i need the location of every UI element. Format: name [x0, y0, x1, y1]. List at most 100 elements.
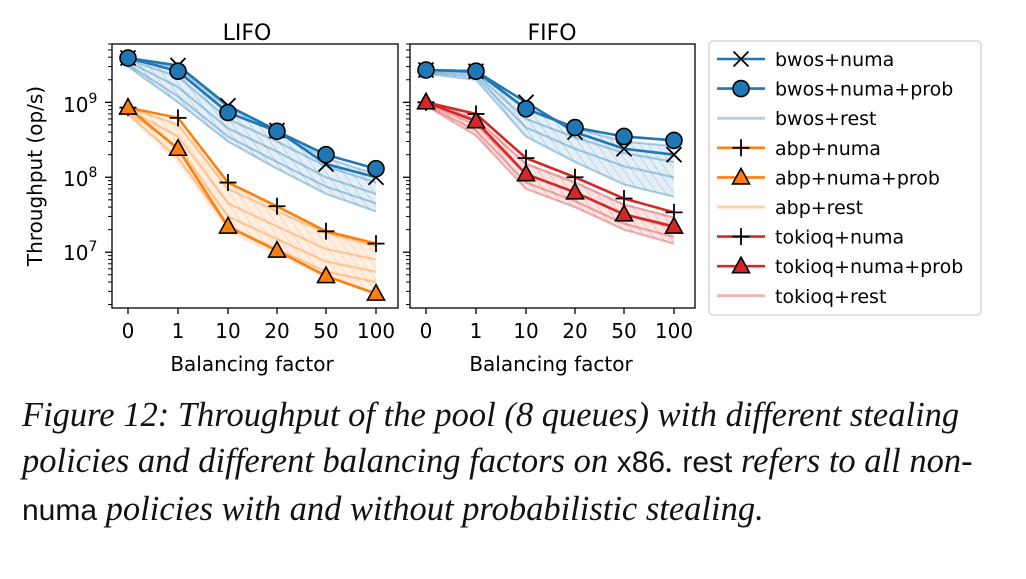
abp-numa-point — [317, 222, 335, 240]
bwos-numa-point — [665, 146, 683, 163]
y-tick-label: 108 — [63, 165, 97, 191]
x-tick-label: 50 — [611, 319, 636, 343]
panel-title-lifo: LIFO — [223, 21, 272, 46]
legend-label: abp+numa+prob — [775, 167, 940, 189]
tokioq-numa-prob-line — [425, 101, 675, 228]
x-tick-label: 50 — [313, 319, 338, 343]
x-axis-label-fifo: Balancing factor — [469, 352, 633, 376]
tokioq-numa-prob-point — [466, 110, 486, 129]
tokioq-rest-line — [425, 101, 675, 219]
bwos-numa-prob-point — [219, 103, 237, 122]
bwos-rest-line — [127, 65, 377, 213]
x-tick-label: 100 — [655, 319, 693, 343]
tokioq-numa-line — [425, 101, 675, 214]
abp-numa-line — [127, 106, 377, 245]
x-tick-label: 10 — [215, 319, 240, 343]
x-tick-label: 100 — [357, 319, 395, 343]
plot-area-fifo: 0 1 10 20 50 100 — [403, 43, 696, 343]
bwos-rest-line — [425, 71, 675, 179]
legend-item: abp+numa — [717, 138, 881, 160]
axes-frame — [111, 43, 399, 309]
legend-marker — [732, 50, 750, 68]
bwos-numa-prob-point — [119, 49, 137, 67]
abp-numa-point — [268, 197, 286, 215]
tokioq-numa-prob-point — [416, 91, 436, 110]
abp-numa-prob-point — [267, 239, 287, 258]
legend-marker — [732, 228, 750, 246]
legend-label: tokioq+rest — [775, 286, 886, 308]
bwos-numa-prob-point — [517, 99, 535, 118]
axes-frame — [409, 43, 696, 309]
figure-caption: Figure 12: Throughput of the pool (8 que… — [22, 396, 973, 528]
abp-rest-line — [127, 106, 377, 248]
legend-marker — [731, 255, 751, 274]
abp-numa-prob-point — [218, 215, 238, 234]
legend-label: bwos+rest — [775, 108, 876, 130]
figure-canvas: LIFO FIFO Throughput (op/s) Balancing fa… — [23, 21, 982, 376]
abp-numa-prob-point — [168, 138, 188, 157]
bwos-numa-prob-point — [317, 145, 335, 164]
abp-numa-prob-point — [118, 96, 138, 115]
bwos-rest-line — [127, 63, 377, 205]
legend-item: tokioq+rest — [717, 286, 886, 308]
legend-label: abp+rest — [775, 197, 863, 219]
tokioq-numa-prob-point — [565, 181, 585, 200]
x-tick-label: 10 — [513, 319, 538, 343]
svg-text:107: 107 — [63, 239, 97, 265]
x-tick-label: 1 — [470, 319, 483, 343]
svg-text:109: 109 — [63, 91, 97, 117]
bwos-numa-prob-point — [665, 131, 683, 150]
x-axis-label-lifo: Balancing factor — [170, 352, 334, 376]
bwos-numa-prob-point — [169, 62, 187, 81]
panel-title-fifo: FIFO — [527, 21, 576, 46]
tokioq-numa-prob-point — [664, 215, 684, 234]
bwos-numa-prob-point — [566, 118, 584, 137]
x-tick-label: 1 — [172, 319, 185, 343]
bwos-rest-line — [425, 72, 675, 198]
legend-item: abp+numa+prob — [717, 166, 940, 189]
legend-item: tokioq+numa+prob — [717, 255, 963, 278]
abp-numa-prob-point — [316, 265, 336, 284]
bwos-numa-prob-point — [367, 159, 385, 178]
legend-marker — [731, 166, 751, 185]
bwos-rest-hatch — [426, 69, 674, 197]
bwos-numa-point — [615, 140, 633, 157]
legend-label: bwos+numa+prob — [775, 79, 953, 101]
tokioq-rest-line — [425, 104, 675, 245]
legend-marker — [732, 139, 750, 157]
x-tick-label: 20 — [562, 319, 587, 343]
tokioq-numa-prob-point — [614, 203, 634, 222]
x-tick-label: 0 — [420, 319, 433, 343]
legend-frame — [708, 40, 982, 316]
bwos-numa-line — [127, 56, 377, 179]
abp-numa-prob-line — [127, 106, 377, 295]
legend-item: bwos+rest — [717, 108, 876, 130]
x-tick-label: 20 — [264, 319, 289, 343]
abp-numa-point — [367, 235, 385, 253]
bwos-rest-hatch — [128, 58, 376, 212]
y-tick-label: 109 — [63, 91, 97, 117]
abp-numa-point — [219, 174, 237, 192]
abp-rest-hatch — [128, 107, 376, 292]
bwos-numa-prob-point — [417, 61, 435, 79]
legend-label: bwos+numa — [775, 49, 894, 71]
y-axis-label: Throughput (op/s) — [23, 86, 47, 267]
legend-label: tokioq+numa — [775, 227, 904, 249]
legend-item: bwos+numa — [717, 49, 894, 71]
legend-item: bwos+numa+prob — [717, 79, 953, 101]
legend-item: tokioq+numa — [717, 227, 904, 249]
legend: bwos+numa bwos+numa+prob bwos+rest abp+numa… — [708, 40, 982, 316]
abp-numa-point — [169, 109, 187, 127]
tokioq-numa-prob-point — [516, 163, 536, 182]
bwos-numa-prob-point — [615, 127, 633, 146]
bwos-rest-line — [127, 60, 377, 195]
bwos-numa-prob-point — [467, 62, 485, 81]
legend-label: abp+numa — [775, 138, 881, 160]
legend-item: abp+rest — [717, 197, 863, 219]
svg-text:108: 108 — [63, 165, 97, 191]
bwos-numa-prob-point — [268, 122, 286, 141]
x-tick-label: 0 — [122, 319, 135, 343]
bwos-rest-line — [127, 56, 377, 176]
abp-rest-line — [127, 108, 377, 261]
abp-numa-prob-point — [366, 282, 386, 301]
